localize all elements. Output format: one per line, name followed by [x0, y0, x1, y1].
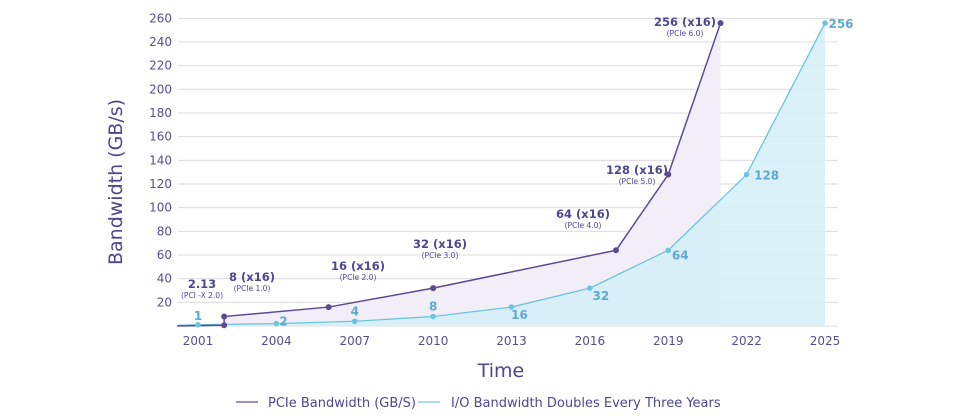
pcie-point-2021-7 — [717, 20, 724, 27]
pcie-point-2006-3 — [325, 304, 332, 311]
y-tick-80: 80 — [157, 224, 172, 238]
io-area — [178, 23, 825, 326]
y-tick-220: 220 — [149, 59, 172, 73]
y-tick-160: 160 — [149, 130, 172, 144]
pcie-point-2002-1 — [221, 322, 228, 329]
io-point-2022 — [743, 171, 750, 178]
pcie-point-2019-6 — [665, 171, 672, 178]
pcie-label-2010: 32 (x16) — [413, 237, 467, 251]
pcie-sublabel-2021: (PCIe 6.0) — [667, 29, 704, 38]
pcie-label-2002: 8 (x16) — [229, 270, 275, 284]
y-tick-labels: 20 40 60 80 100 120 140 160 180 200 220 240 260 — [149, 11, 172, 309]
io-label-2013: 16 — [511, 308, 528, 322]
pcie-point-2002-2 — [221, 313, 228, 320]
legend-label-pcie: PCIe Bandwidth (GB/S) — [268, 396, 416, 411]
pcie-sublabel-2019: (PCIe 5.0) — [619, 177, 656, 186]
x-tick-2004: 2004 — [261, 334, 292, 348]
x-tick-2001: 2001 — [183, 334, 214, 348]
pcie-sublabel-2017: (PCIe 4.0) — [565, 221, 602, 230]
io-point-2025 — [822, 20, 828, 26]
y-tick-180: 180 — [149, 106, 172, 120]
io-point-2007 — [351, 318, 358, 325]
io-label-2007: 4 — [351, 304, 359, 318]
y-tick-20: 20 — [157, 295, 172, 309]
area-fills — [177, 23, 825, 326]
io-point-2013 — [508, 304, 515, 310]
io-point-2019 — [665, 247, 672, 254]
x-tick-2019: 2019 — [653, 334, 684, 348]
x-tick-labels: 2001 2004 2007 2010 2013 2016 2019 2022 2025 — [183, 334, 841, 348]
pcie-label-2019: 128 (x16) — [606, 163, 668, 177]
x-tick-2013: 2013 — [496, 334, 527, 348]
pcie-label-2017: 64 (x16) — [556, 207, 610, 221]
io-label-2022: 128 — [754, 169, 779, 183]
pcie-point-2017-5 — [613, 247, 619, 254]
io-label-2025: 256 — [828, 17, 853, 31]
io-line — [177, 22, 826, 326]
y-tick-40: 40 — [157, 272, 172, 286]
legend: PCIe Bandwidth (GB/S) I/O Bandwidth Doub… — [236, 396, 721, 411]
pcie-point-2010-4 — [430, 285, 437, 292]
io-point-2010 — [430, 313, 436, 320]
x-tick-2016: 2016 — [575, 334, 606, 348]
io-point-2004 — [273, 320, 280, 327]
io-point-2001 — [195, 322, 201, 328]
data-labels: 8 (x16)(PCIe 1.0) 16 (x16)(PCIe 2.0) 32 (x… — [181, 15, 854, 329]
series-points — [195, 20, 828, 329]
y-tick-260: 260 — [149, 11, 172, 25]
y-tick-240: 240 — [149, 35, 172, 49]
y-tick-140: 140 — [149, 153, 172, 167]
y-tick-200: 200 — [149, 82, 172, 96]
io-label-2001: 1 — [194, 309, 202, 323]
pcie-sublabel-2002: (PCIe 1.0) — [234, 284, 271, 293]
io-label-2010: 8 — [429, 300, 437, 314]
legend-label-io: I/O Bandwidth Doubles Every Three Years — [451, 396, 721, 411]
pcie-sublabel-2006: (PCIe 2.0) — [340, 273, 377, 282]
y-tick-120: 120 — [149, 177, 172, 191]
io-label-2016: 32 — [593, 289, 610, 303]
io-point-2016 — [587, 285, 593, 291]
x-tick-2010: 2010 — [418, 334, 449, 348]
pcie-label-2021: 256 (x16) — [654, 15, 716, 29]
io-label-2019: 64 — [672, 248, 689, 262]
pcie-sublabel-2.13: (PCI -X 2.0) — [181, 291, 223, 300]
x-axis-label: Time — [477, 360, 525, 382]
x-tick-2022: 2022 — [731, 334, 762, 348]
io-label-2004: 2 — [279, 315, 287, 329]
y-tick-60: 60 — [157, 248, 172, 262]
y-tick-100: 100 — [149, 201, 172, 215]
y-axis-label: Bandwidth (GB/s) — [105, 99, 127, 265]
x-tick-2025: 2025 — [810, 334, 841, 348]
pcie-sublabel-2010: (PCIe 3.0) — [422, 251, 459, 260]
x-tick-2007: 2007 — [339, 334, 370, 348]
pcie-label-2006: 16 (x16) — [331, 259, 385, 273]
pcie-label-2.13: 2.13 — [188, 277, 216, 291]
